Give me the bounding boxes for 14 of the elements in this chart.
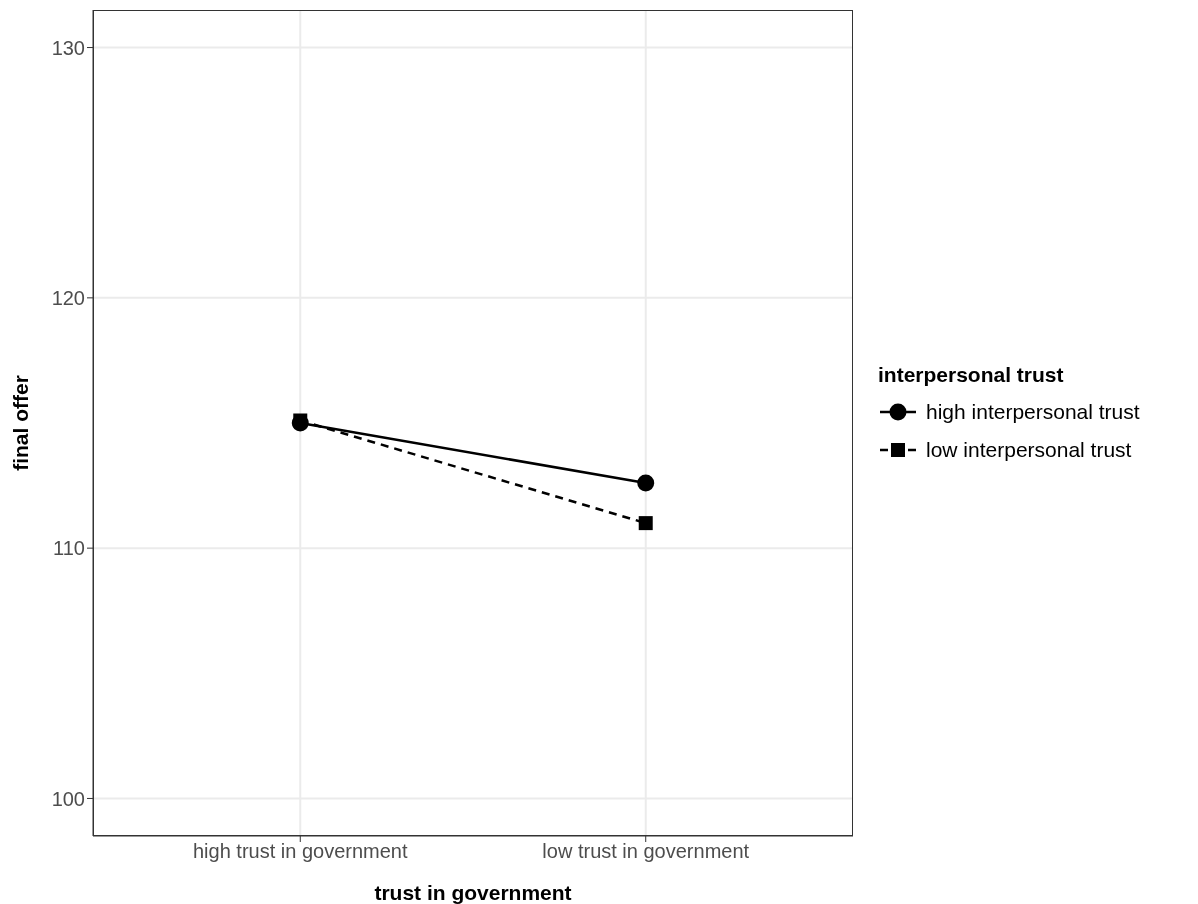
y-tick-label: 120 xyxy=(51,286,85,309)
legend-label: high interpersonal trust xyxy=(926,400,1140,424)
x-tick-label: high trust in government xyxy=(192,840,408,863)
point xyxy=(637,474,655,492)
legend-title: interpersonal trust xyxy=(878,363,1065,387)
point xyxy=(293,413,308,428)
point xyxy=(638,516,653,531)
y-axis-title: final offer xyxy=(9,375,33,471)
legend-label: low interpersonal trust xyxy=(926,438,1132,462)
x-tick-label: low trust in government xyxy=(542,840,750,863)
x-axis-title: trust in government xyxy=(374,881,572,904)
y-tick-label: 110 xyxy=(53,537,85,560)
y-tick-label: 100 xyxy=(51,787,85,810)
y-tick-label: 130 xyxy=(51,36,85,59)
